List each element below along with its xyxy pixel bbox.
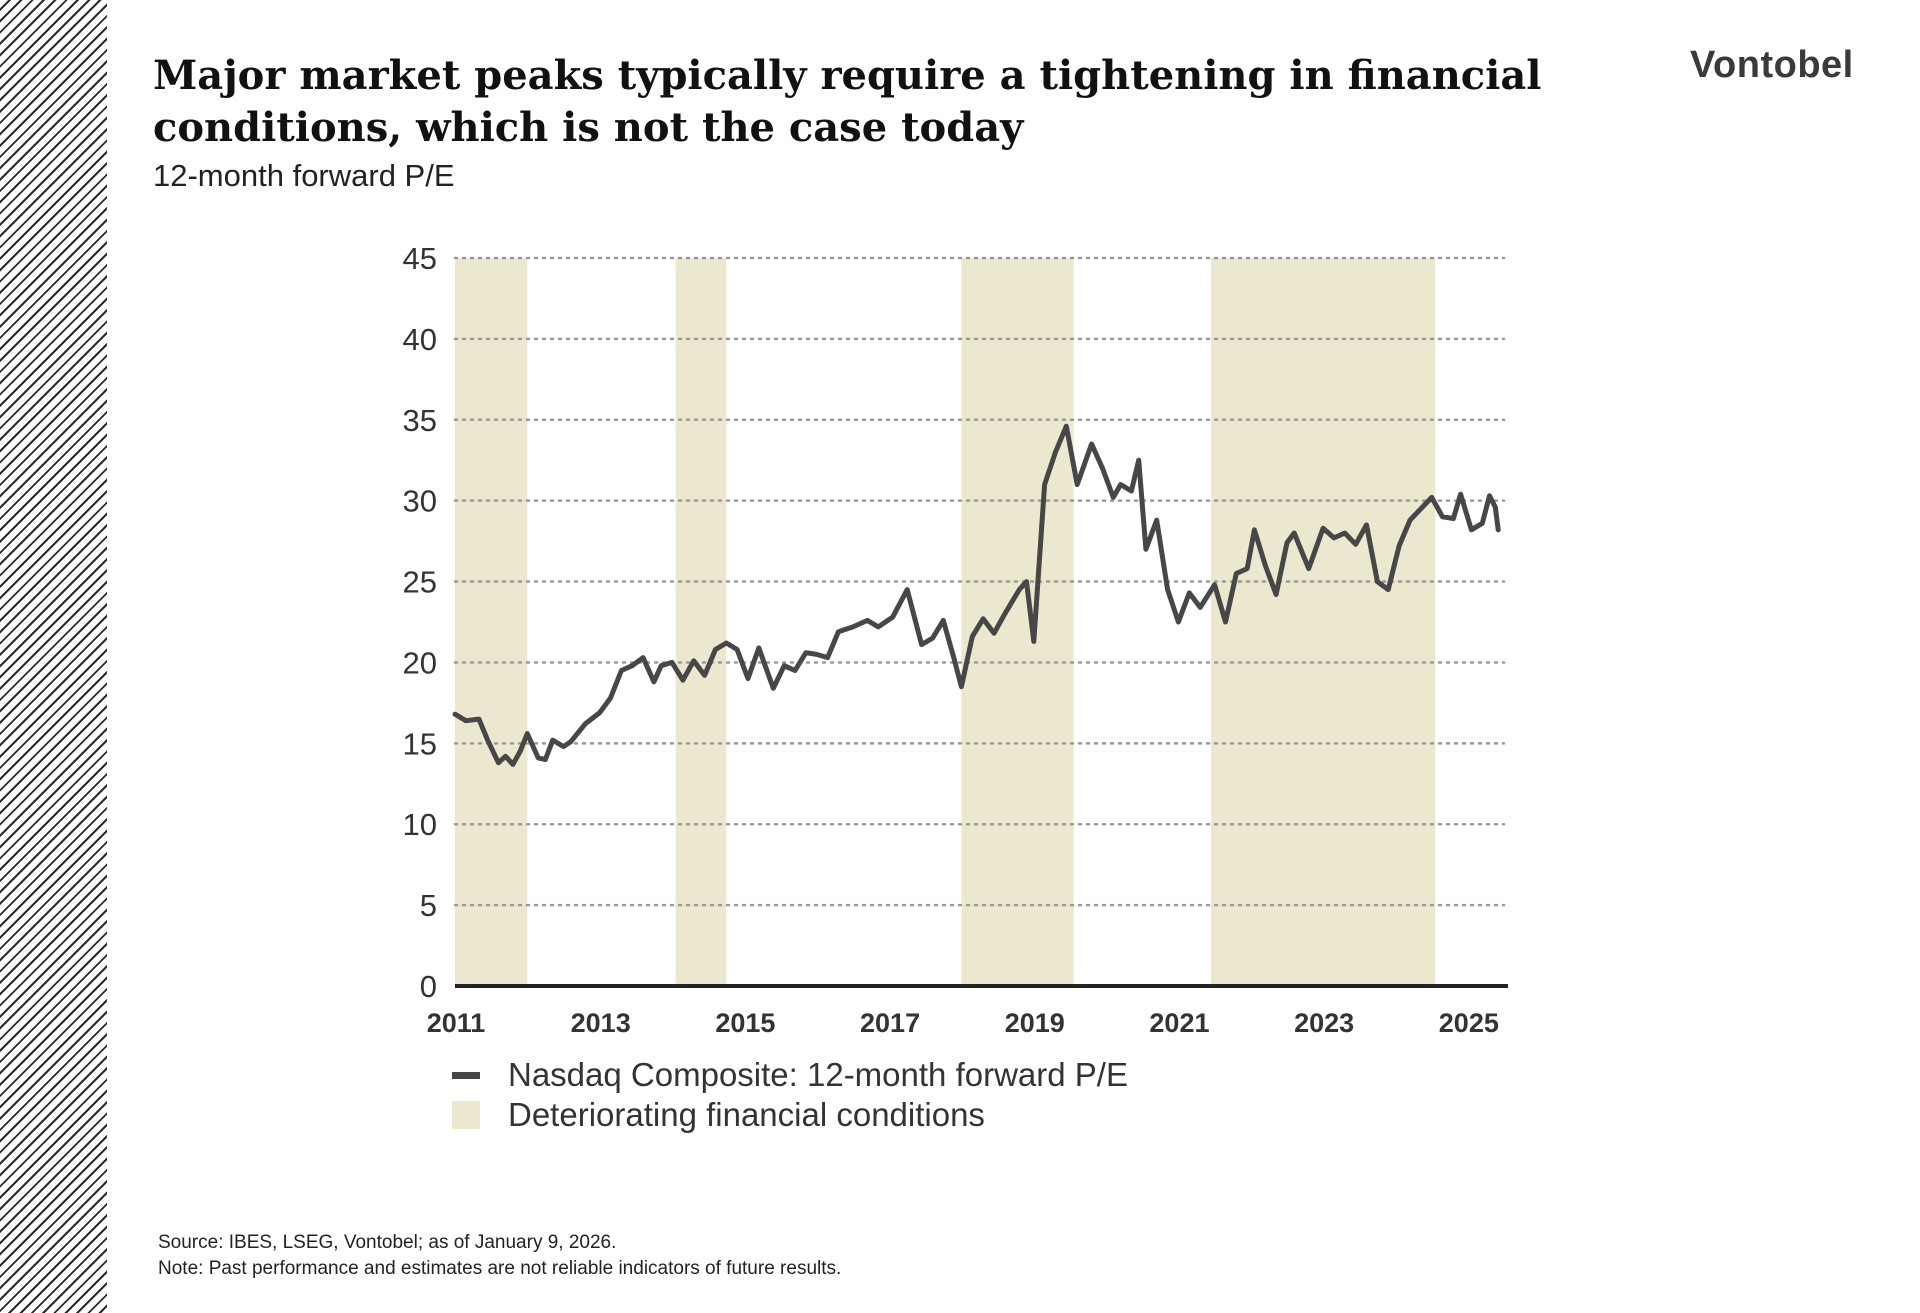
footnote: Source: IBES, LSEG, Vontobel; as of Janu… — [158, 1230, 841, 1282]
y-tick-label: 30 — [403, 484, 437, 519]
slide-subtitle: 12-month forward P/E — [153, 158, 455, 193]
legend-line-swatch — [452, 1071, 480, 1079]
x-tick-label: 2019 — [1005, 1008, 1065, 1038]
grid-lines — [453, 256, 1506, 907]
x-tick-labels: 2011 2013 2015 2017 2019 2021 2023 2025 — [427, 1008, 1499, 1038]
x-tick-label: 2013 — [571, 1008, 631, 1038]
x-tick-label: 2017 — [860, 1008, 920, 1038]
source-text: Source: IBES, LSEG, Vontobel; as of Janu… — [158, 1232, 617, 1253]
series-line-pe — [452, 423, 1501, 767]
shaded-periods — [455, 258, 1436, 986]
y-tick-label: 5 — [420, 888, 437, 923]
vontobel-logo: Vontobel — [1690, 44, 1854, 86]
hatched-side-band — [0, 0, 107, 1313]
y-tick-label: 0 — [420, 969, 437, 1004]
shaded-period-2 — [675, 258, 727, 986]
legend-item-line: Nasdaq Composite: 12-month forward P/E — [452, 1055, 1128, 1095]
y-tick-labels: 0 5 10 15 20 25 30 35 40 45 — [403, 241, 437, 1004]
legend-label-pe: Nasdaq Composite: 12-month forward P/E — [508, 1056, 1128, 1093]
x-tick-label: 2021 — [1149, 1008, 1209, 1038]
series-line-layer — [452, 423, 1501, 767]
y-tick-label: 25 — [403, 565, 437, 600]
x-tick-label: 2023 — [1294, 1008, 1354, 1038]
shaded-period-3 — [961, 258, 1074, 986]
y-tick-label: 15 — [403, 726, 437, 761]
slide-title: Major market peaks typically require a t… — [153, 52, 1542, 151]
legend-item-shade: Deteriorating financial conditions — [452, 1095, 1128, 1135]
x-tick-label: 2025 — [1439, 1008, 1499, 1038]
x-tick-label: 2011 — [427, 1008, 486, 1038]
note-text: Note: Past performance and estimates are… — [158, 1258, 842, 1279]
y-tick-label: 20 — [403, 645, 437, 680]
y-tick-label: 40 — [403, 322, 437, 357]
chart-legend: Nasdaq Composite: 12-month forward P/E D… — [452, 1055, 1128, 1135]
x-tick-label: 2015 — [715, 1008, 775, 1038]
y-tick-label: 35 — [403, 403, 437, 438]
legend-label-shade: Deteriorating financial conditions — [508, 1096, 985, 1133]
legend-shade-swatch — [452, 1101, 480, 1129]
shaded-period-4 — [1211, 258, 1436, 986]
shaded-period-1 — [455, 258, 528, 986]
y-tick-label: 10 — [403, 807, 437, 842]
y-tick-label: 45 — [403, 241, 437, 276]
